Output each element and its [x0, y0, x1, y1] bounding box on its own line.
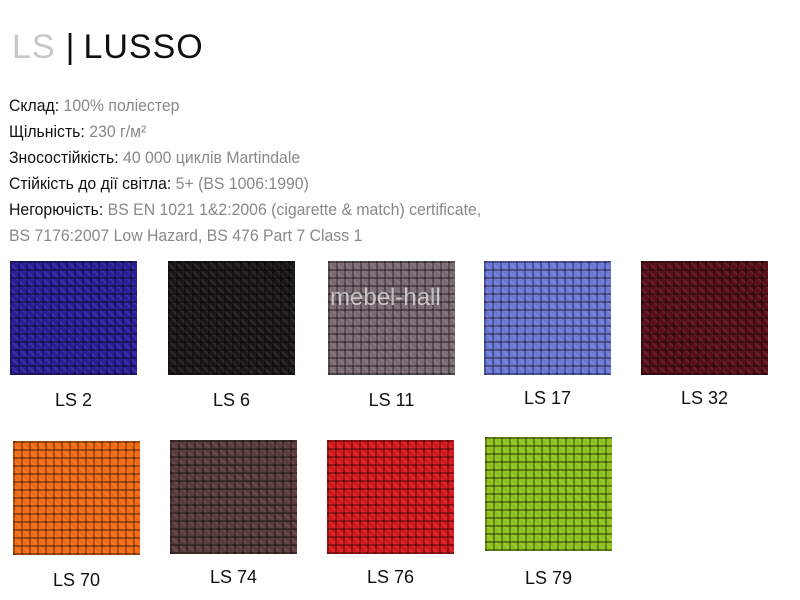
- fabric-texture: [327, 440, 454, 554]
- fabric-texture: [10, 261, 137, 375]
- swatch-label: LS 32: [680, 388, 729, 408]
- swatch-label: LS 76: [366, 567, 415, 587]
- fabric-texture: [168, 261, 295, 375]
- spec-abrasion: Зносостійкість: 40 000 циклів Martindale: [9, 148, 301, 167]
- fabric-texture: [641, 261, 768, 375]
- title-separator: |: [65, 28, 76, 66]
- fabric-texture: [328, 261, 455, 375]
- collection-code: LS: [12, 28, 56, 66]
- page-title: LS | LUSSO: [12, 28, 204, 67]
- watermark: mebel-hall: [330, 284, 441, 311]
- swatch-label: LS 2: [54, 390, 93, 410]
- fabric-swatch: [484, 261, 611, 375]
- spec-flammability-cont: BS 7176:2007 Low Hazard, BS 476 Part 7 C…: [9, 226, 363, 245]
- swatch-label: LS 11: [368, 390, 415, 410]
- fabric-swatch: [485, 437, 612, 551]
- fabric-swatch: [641, 261, 768, 375]
- swatch-label: LS 17: [523, 388, 572, 408]
- fabric-texture: [170, 440, 297, 554]
- spec-composition: Склад: 100% поліестер: [9, 96, 180, 115]
- spec-flammability: Негорючість: BS EN 1021 1&2:2006 (cigare…: [9, 200, 482, 219]
- fabric-swatch: [328, 261, 455, 375]
- fabric-texture: [484, 261, 611, 375]
- fabric-swatch: [168, 261, 295, 375]
- swatch-label: LS 70: [52, 570, 101, 590]
- swatch-label: LS 6: [212, 390, 251, 410]
- swatch-label: LS 79: [524, 568, 573, 588]
- fabric-swatch: [170, 440, 297, 554]
- fabric-texture: [485, 437, 612, 551]
- fabric-swatch: [13, 441, 140, 555]
- spec-lightfastness: Стійкість до дії світла: 5+ (BS 1006:199…: [9, 174, 309, 193]
- fabric-swatch: [10, 261, 137, 375]
- spec-list: Склад: 100% поліестер Щільність: 230 г/м…: [9, 93, 481, 249]
- fabric-texture: [13, 441, 140, 555]
- spec-density: Щільність: 230 г/м²: [9, 122, 147, 141]
- fabric-swatch: [327, 440, 454, 554]
- collection-name: LUSSO: [83, 28, 204, 66]
- swatch-label: LS 74: [209, 567, 258, 587]
